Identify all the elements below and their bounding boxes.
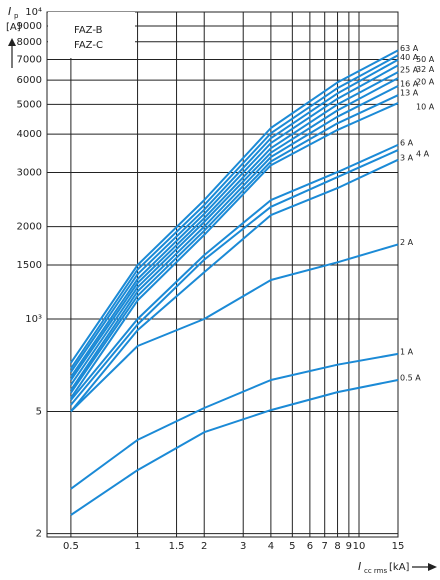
- legend-label: 13 A: [400, 89, 419, 98]
- curves: [70, 49, 399, 516]
- legend-label: 40 A: [400, 53, 419, 62]
- legend-label: 50 A: [416, 55, 435, 64]
- x-tick-label: 1: [134, 541, 140, 552]
- x-label-unit: [kA]: [389, 562, 410, 573]
- curve: [70, 143, 399, 401]
- legend-label: 16 A: [400, 80, 419, 89]
- legend-label: 4 A: [416, 150, 430, 159]
- legend-label: 25 A: [400, 66, 419, 75]
- y-tick-label: 5000: [17, 99, 42, 110]
- x-tick-label: 5: [289, 541, 295, 552]
- x-label-sub: cc rms: [364, 567, 387, 575]
- y-tick-label: 8000: [17, 37, 42, 48]
- y-tick-label: 4000: [17, 129, 42, 140]
- x-tick-label: 15: [392, 541, 405, 552]
- annotation: FAZ-C: [74, 40, 103, 51]
- curve: [70, 352, 399, 490]
- plot-frame: [46, 11, 399, 538]
- y-label-symbol: I: [8, 5, 11, 18]
- y-tick-label: 3000: [17, 168, 42, 179]
- curve: [70, 58, 399, 373]
- y-label-unit: [A]: [6, 22, 21, 33]
- x-tick-label: 10: [353, 541, 366, 552]
- y-label-sub: p: [14, 12, 19, 20]
- y-tick-label: 1500: [17, 260, 42, 271]
- x-tick-label: 2: [201, 541, 207, 552]
- curve: [70, 77, 399, 386]
- legend-label: 2 A: [400, 238, 414, 247]
- y-tick-label: 7000: [17, 55, 42, 66]
- x-arrow-head: [428, 563, 437, 571]
- legend-label: 63 A: [400, 44, 419, 53]
- curve: [70, 102, 399, 399]
- x-label-symbol: I: [358, 560, 361, 573]
- annotation: FAZ-B: [74, 25, 103, 36]
- y-tick-label: 2000: [17, 222, 42, 233]
- curve: [70, 379, 399, 516]
- legend-label: 10 A: [416, 103, 435, 112]
- y-arrow-head: [8, 38, 16, 46]
- curve: [70, 158, 399, 413]
- legend-label: 6 A: [400, 138, 414, 147]
- legend-box: [48, 12, 135, 58]
- x-tick-label: 9: [346, 541, 352, 552]
- legend-label: 32 A: [416, 65, 435, 74]
- legend-label: 20 A: [416, 78, 435, 87]
- x-tick-label: 6: [307, 541, 313, 552]
- x-tick-label: 1.5: [169, 541, 185, 552]
- curve: [70, 94, 399, 394]
- curve: [70, 64, 399, 378]
- x-tick-label: 7: [322, 541, 328, 552]
- y-tick-label: 10⁴: [25, 7, 42, 18]
- curve: [70, 54, 399, 370]
- x-tick-label: 4: [268, 541, 274, 552]
- grid: [46, 11, 399, 538]
- x-tick-label: 8: [334, 541, 340, 552]
- legend-label: 1 A: [400, 347, 414, 356]
- y-tick-label: 9000: [17, 21, 42, 32]
- y-tick-label: 6000: [17, 75, 42, 86]
- curve: [70, 49, 399, 364]
- x-tick-label: 3: [240, 541, 246, 552]
- curve: [70, 149, 399, 406]
- curve: [70, 243, 399, 413]
- legend-label: 3 A: [400, 153, 414, 162]
- y-tick-label: 5: [36, 406, 42, 417]
- curve: [70, 85, 399, 391]
- y-tick-label: 10³: [25, 314, 42, 325]
- legend-label: 0.5 A: [400, 373, 421, 382]
- y-tick-label: 2: [36, 529, 42, 540]
- x-tick-label: 0.5: [63, 541, 79, 552]
- curve: [70, 71, 399, 381]
